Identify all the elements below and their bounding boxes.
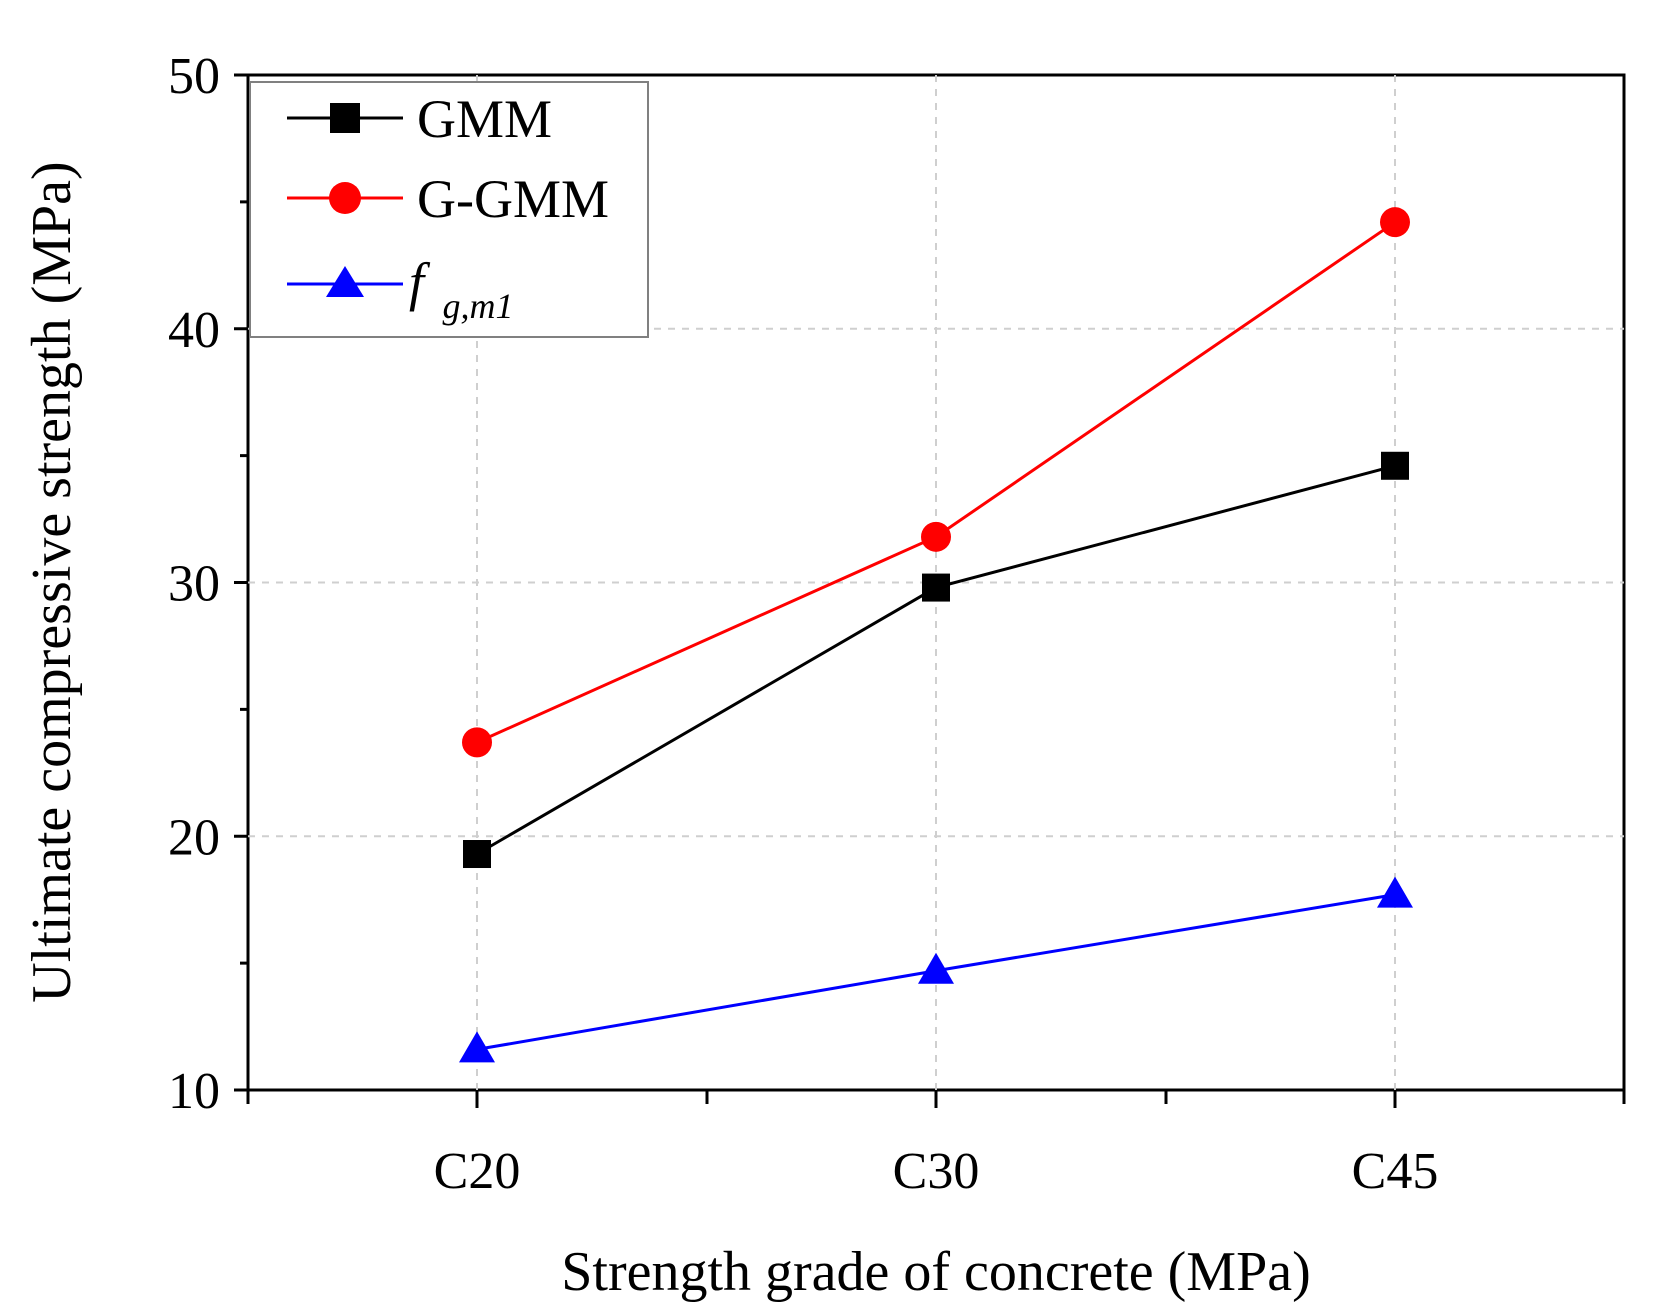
y-tick-label: 30 (168, 556, 220, 613)
data-point-square (463, 840, 491, 869)
legend-square-marker (330, 103, 360, 133)
legend-label-fgm1: f g,m1 (409, 252, 514, 326)
legend-label-fgm1-subscript: g,m1 (443, 286, 514, 326)
legend-label-gmm: GMM (417, 89, 552, 149)
legend: GMM G-GMM f g,m1 (249, 81, 649, 338)
axes: 10 20 30 40 50 C20 C30 C45 (168, 48, 1626, 1200)
data-point-circle (921, 521, 951, 552)
data-point-square (922, 573, 950, 602)
legend-entry-fgm1: f g,m1 (287, 252, 514, 326)
legend-entry-g-gmm: G-GMM (287, 169, 609, 229)
y-tick-label: 40 (168, 302, 220, 359)
legend-entry-gmm: GMM (287, 89, 552, 149)
data-point-triangle (459, 1031, 495, 1063)
x-tick-label: C30 (893, 1143, 980, 1200)
x-tick-label: C45 (1352, 1143, 1439, 1200)
x-axis-title: Strength grade of concrete (MPa) (561, 1241, 1311, 1303)
series-square (463, 451, 1409, 869)
y-axis-title: Ultimate compressive strength (MPa) (21, 161, 83, 1002)
data-point-square (1381, 451, 1409, 480)
series-circle (462, 207, 1410, 758)
plot-area: 10 20 30 40 50 C20 C30 C45 (168, 48, 1626, 1200)
data-point-triangle (1377, 876, 1413, 908)
data-point-triangle (918, 952, 954, 984)
legend-triangle-marker (326, 266, 364, 297)
x-tick-label: C20 (434, 1143, 521, 1200)
legend-label-fgm1-main: f (409, 252, 431, 312)
legend-box (249, 81, 649, 338)
legend-circle-marker (329, 182, 361, 214)
data-point-circle (462, 727, 492, 758)
y-tick-label: 20 (168, 809, 220, 866)
series-layer (459, 207, 1413, 1063)
y-tick-label: 10 (168, 1063, 220, 1120)
legend-label-g-gmm: G-GMM (417, 169, 609, 229)
series-triangle (459, 876, 1413, 1063)
data-point-circle (1380, 207, 1410, 238)
y-tick-label: 50 (168, 48, 220, 105)
